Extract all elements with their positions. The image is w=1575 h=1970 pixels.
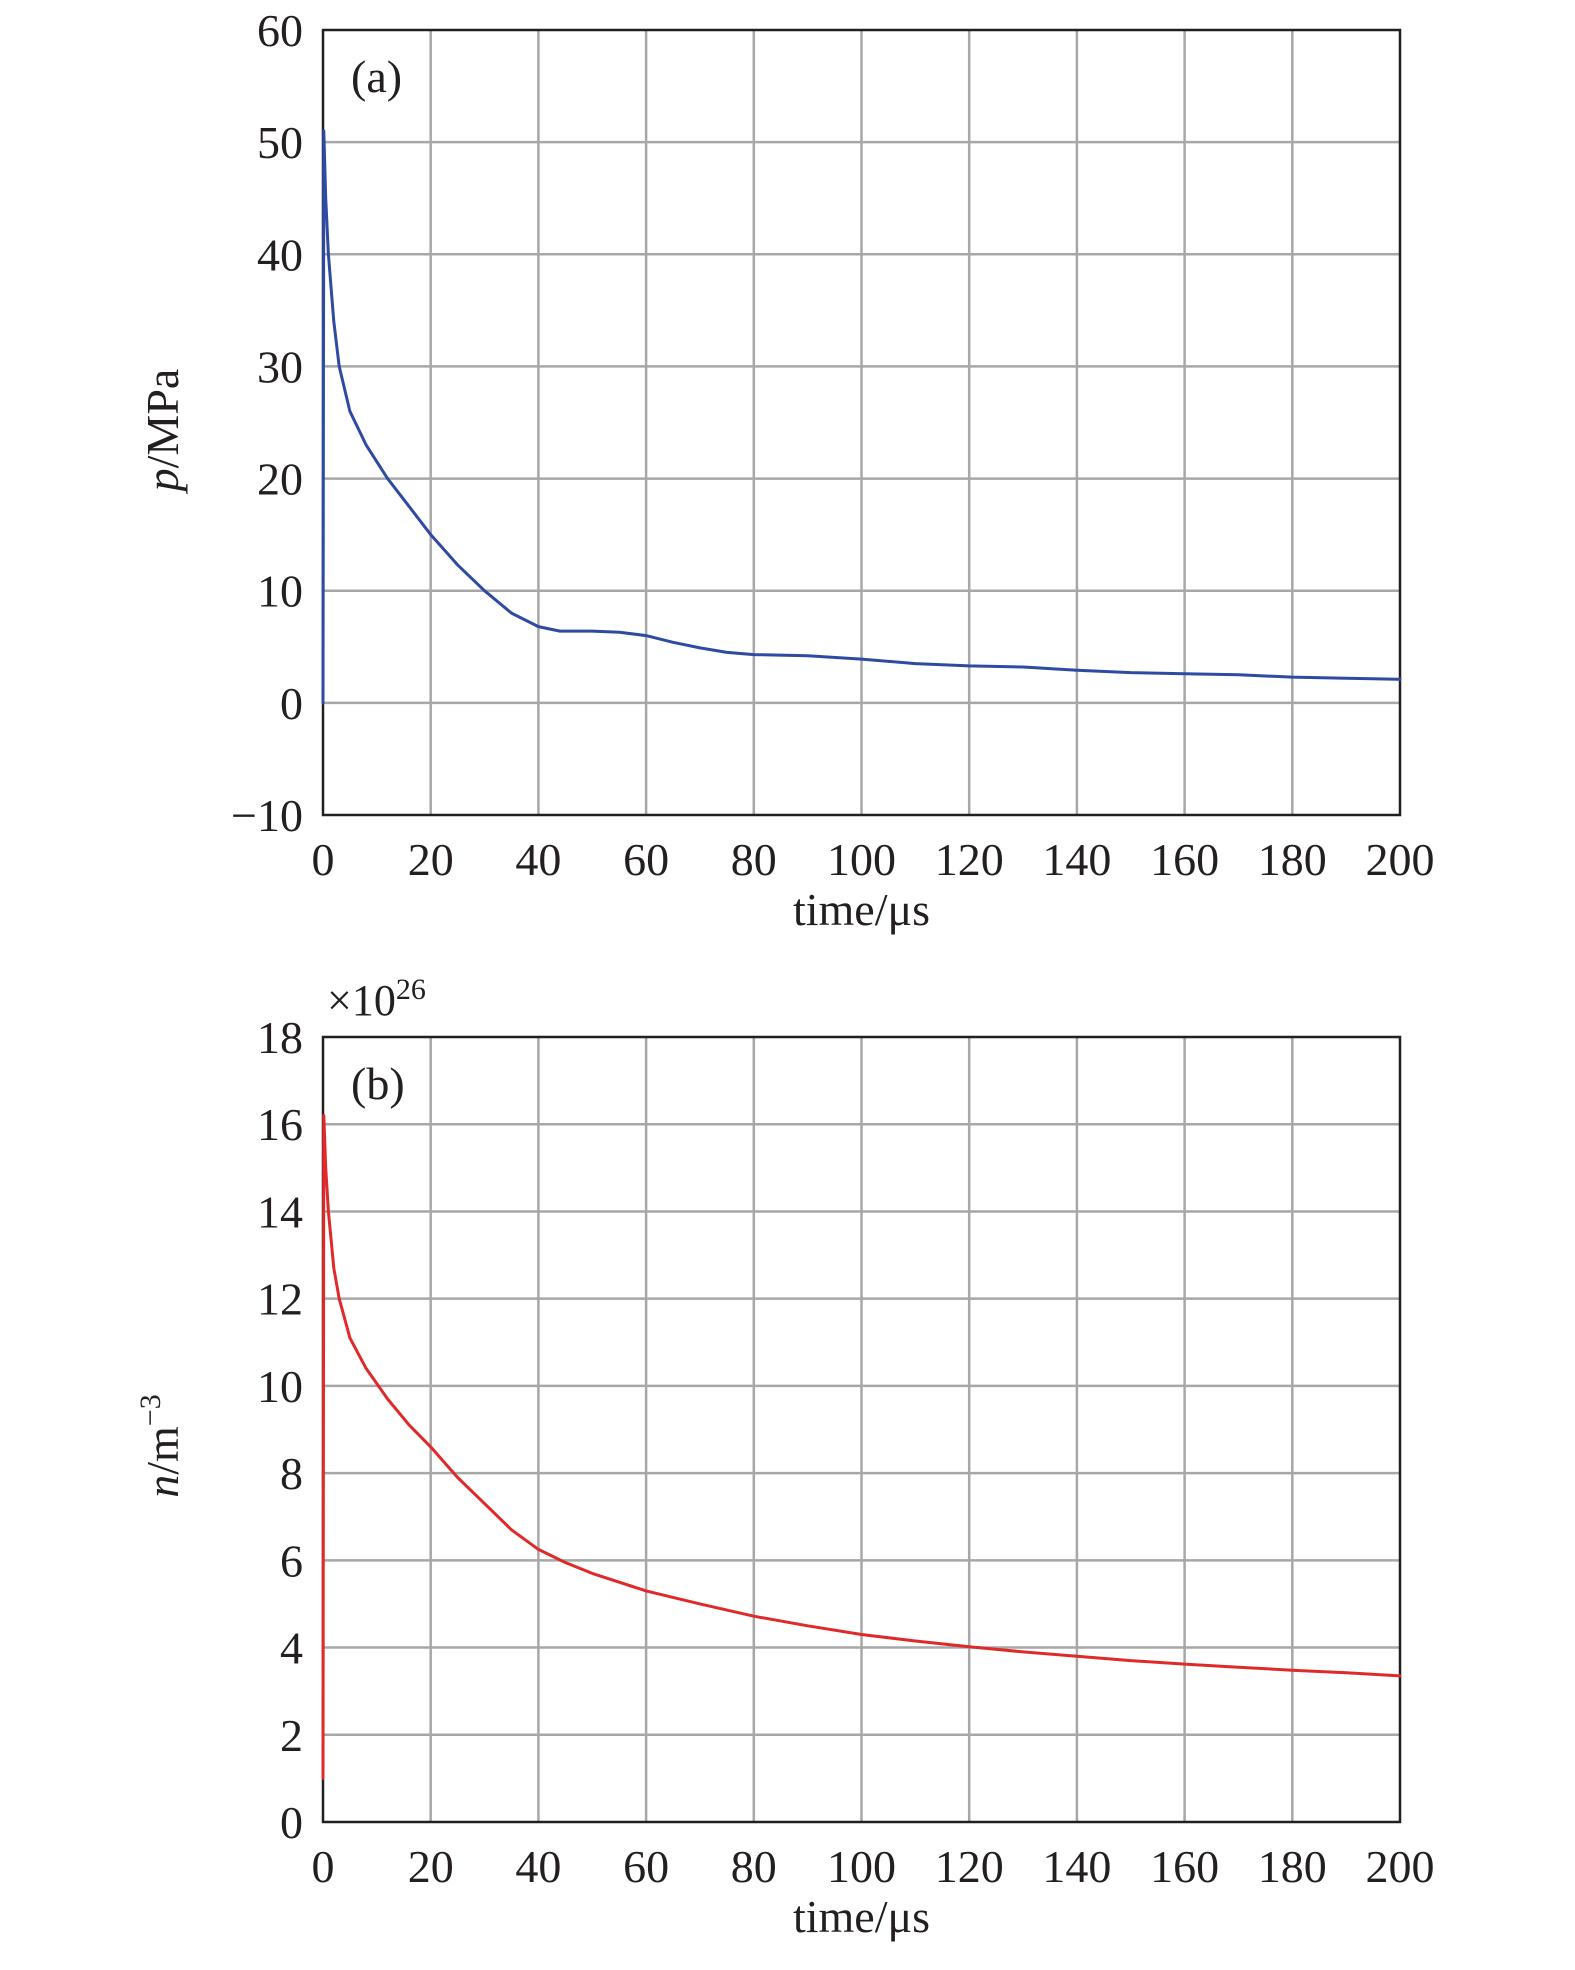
x-tick-label: 60 <box>623 1841 669 1892</box>
multiplier-base: ×10 <box>327 976 396 1025</box>
y-tick-label: 20 <box>257 454 303 505</box>
y-tick-label: 8 <box>280 1448 303 1499</box>
y-tick-label: 0 <box>280 1797 303 1848</box>
x-tick-label: 200 <box>1366 1841 1435 1892</box>
x-tick-label: 20 <box>408 1841 454 1892</box>
x-tick-label: 0 <box>312 1841 335 1892</box>
x-tick-label: 100 <box>827 834 896 885</box>
x-tick-label: 160 <box>1150 834 1219 885</box>
y-tick-label: 60 <box>257 5 303 56</box>
x-tick-label: 180 <box>1258 1841 1327 1892</box>
y-tick-label: 16 <box>257 1099 303 1150</box>
y-tick-label: 10 <box>257 566 303 617</box>
y-tick-label: 50 <box>257 117 303 168</box>
y-tick-label: 6 <box>280 1535 303 1586</box>
x-tick-label: 0 <box>312 834 335 885</box>
x-tick-label: 100 <box>827 1841 896 1892</box>
panel-label: (a) <box>351 51 402 102</box>
x-tick-label: 40 <box>515 1841 561 1892</box>
x-axis-title: time/μs <box>793 1891 930 1942</box>
y-tick-label: −10 <box>231 790 303 841</box>
y-axis-multiplier: ×1026 <box>327 973 426 1025</box>
y-axis-title: n/m−3 <box>134 1394 188 1497</box>
x-tick-label: 20 <box>408 834 454 885</box>
x-tick-label: 120 <box>935 1841 1004 1892</box>
x-tick-label: 180 <box>1258 834 1327 885</box>
y-tick-label: 18 <box>257 1012 303 1063</box>
y-tick-label: 4 <box>280 1623 303 1674</box>
y-axis-title-unit: /MPa <box>137 369 188 469</box>
x-axis-title: time/μs <box>793 884 930 935</box>
y-tick-label: 30 <box>257 341 303 392</box>
x-tick-label: 120 <box>935 834 1004 885</box>
panel-b-density-chart: 0 20 40 60 80 100 120 140 160 180 200 0 2 4 6 8 10 12 14 16… <box>134 973 1435 1942</box>
series-line <box>321 1114 1402 1780</box>
y-axis-title-exponent: −3 <box>134 1394 167 1426</box>
x-tick-label: 140 <box>1042 834 1111 885</box>
y-axis-title-symbol: p <box>137 468 188 494</box>
x-tick-label: 40 <box>515 834 561 885</box>
multiplier-exponent: 26 <box>396 973 426 1006</box>
panel-a-pressure-chart: 0 20 40 60 80 100 120 140 160 180 200−100102030405… <box>137 5 1435 935</box>
x-tick-label: 80 <box>731 1841 777 1892</box>
x-tick-label: 80 <box>731 834 777 885</box>
y-tick-label: 10 <box>257 1361 303 1412</box>
y-axis-title: p/MPa <box>137 369 188 495</box>
y-tick-label: 40 <box>257 229 303 280</box>
x-tick-label: 200 <box>1366 834 1435 885</box>
y-axis-title-unit: /m <box>137 1426 188 1475</box>
panel-label: (b) <box>351 1058 405 1109</box>
y-axis-title-symbol: n <box>137 1475 188 1498</box>
x-tick-label: 160 <box>1150 1841 1219 1892</box>
y-tick-label: 12 <box>257 1274 303 1325</box>
x-tick-label: 60 <box>623 834 669 885</box>
y-tick-label: 0 <box>280 678 303 729</box>
series-line <box>321 129 1402 705</box>
y-tick-label: 14 <box>257 1186 303 1237</box>
y-tick-label: 2 <box>280 1710 303 1761</box>
x-tick-label: 140 <box>1042 1841 1111 1892</box>
